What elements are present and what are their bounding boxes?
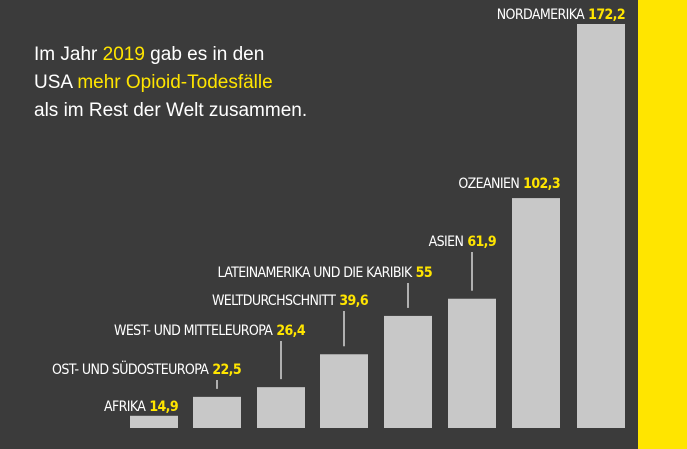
value-label: 22,5: [212, 362, 241, 378]
bar-label: LATEINAMERIKA UND DIE KARIBIK 55: [217, 265, 432, 281]
annotation-highlight: mehr Opioid-Todesfälle: [77, 72, 272, 93]
bar: [257, 387, 305, 428]
category-label: LATEINAMERIKA UND DIE KARIBIK: [217, 265, 413, 281]
value-label: 39,6: [339, 293, 369, 309]
annotation-line: als im Rest der Welt zusammen.: [34, 100, 307, 121]
category-label: OST- UND SÜDOSTEUROPA: [52, 360, 209, 378]
bar-label: AFRIKA 14,9: [104, 399, 178, 415]
bar-label: WEST- UND MITTELEUROPA 26,4: [114, 323, 306, 339]
accent-strip: [638, 0, 687, 449]
annotation-highlight: 2019: [103, 44, 145, 65]
annotation-text: gab es in den: [145, 44, 264, 65]
bar: [130, 415, 178, 428]
bar-label: OZEANIEN 102,3: [458, 176, 560, 192]
annotation: Im Jahr 2019 gab es in den USA mehr Opioi…: [34, 44, 307, 121]
bar: [577, 24, 625, 428]
bar-label: WELTDURCHSCHNITT 39,6: [212, 293, 369, 309]
bar: [384, 315, 432, 428]
value-label: 102,3: [523, 176, 560, 192]
annotation-text: Im Jahr: [34, 44, 103, 65]
bar: [512, 198, 560, 428]
bar-label: OST- UND SÜDOSTEUROPA 22,5: [52, 360, 241, 378]
bar: [193, 396, 241, 428]
annotation-line: USA mehr Opioid-Todesfälle: [34, 72, 273, 93]
bar-label: NORDAMERIKA 172,2: [497, 7, 625, 23]
annotation-text: als im Rest der Welt zusammen.: [34, 100, 307, 121]
value-label: 61,9: [467, 234, 496, 250]
category-label: WEST- UND MITTELEUROPA: [114, 323, 273, 339]
bar: [320, 354, 368, 428]
value-label: 55: [416, 265, 432, 281]
category-label: ASIEN: [429, 234, 464, 250]
bar: [448, 298, 496, 428]
annotation-line: Im Jahr 2019 gab es in den: [34, 44, 264, 65]
category-label: OZEANIEN: [458, 176, 519, 192]
category-label: NORDAMERIKA: [497, 7, 585, 23]
value-label: 26,4: [276, 323, 306, 339]
value-label: 14,9: [149, 399, 178, 415]
category-label: WELTDURCHSCHNITT: [212, 293, 336, 309]
annotation-text: USA: [34, 72, 77, 93]
category-label: AFRIKA: [104, 399, 146, 415]
bar-label: ASIEN 61,9: [429, 234, 496, 250]
value-label: 172,2: [588, 7, 625, 23]
